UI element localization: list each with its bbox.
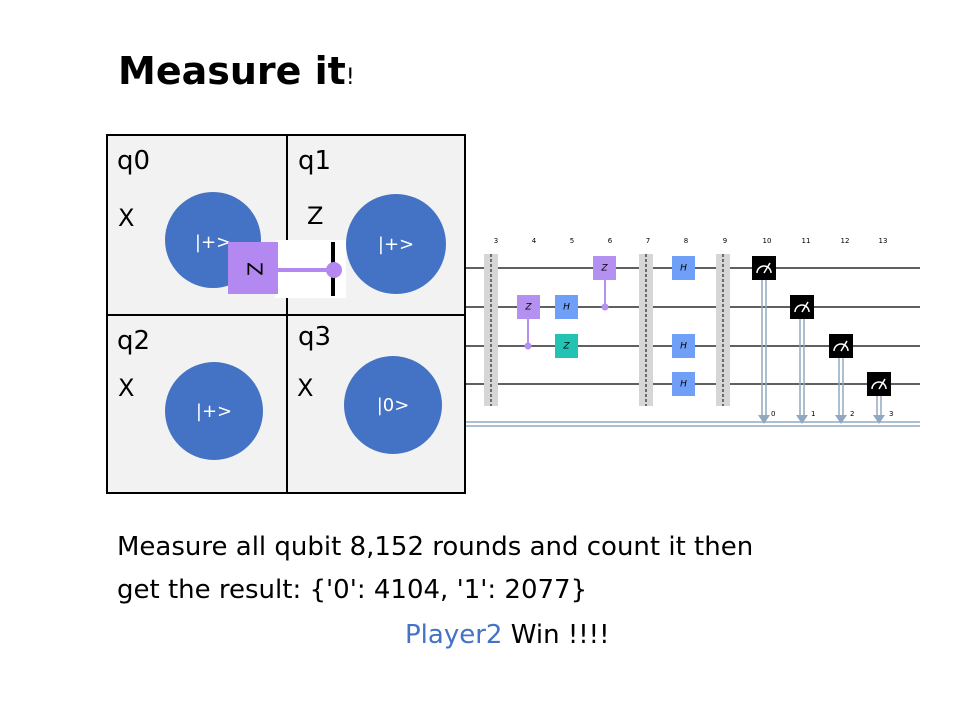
column-number: 13 xyxy=(879,237,888,245)
column-number: 11 xyxy=(802,237,811,245)
measure-gate-q2: 2 xyxy=(829,334,854,424)
winner-line: Player2 Win !!!! xyxy=(405,620,610,651)
column-number: 8 xyxy=(684,237,688,245)
gate-label-q2: X xyxy=(118,374,135,402)
column-numbers: 3 4 5 6 7 8 9 10 11 12 13 xyxy=(494,237,888,245)
qubit-label-q3: q3 xyxy=(298,322,332,352)
h-gate-q1-col5: H xyxy=(555,295,578,319)
column-number: 4 xyxy=(532,237,537,245)
h-gate-q2-col8: H xyxy=(672,334,695,358)
gate-label: H xyxy=(680,380,687,390)
measure-gate-q1: 1 xyxy=(790,295,815,424)
qubit-label-q2: q2 xyxy=(117,326,151,356)
winner-text: Win !!!! xyxy=(502,620,610,650)
gate-label-q0: X xyxy=(118,204,135,232)
qubit-label-q1: q1 xyxy=(298,146,332,176)
column-number: 12 xyxy=(841,237,850,245)
winner-player: Player2 xyxy=(405,620,503,650)
h-gate-q3-col8: H xyxy=(672,372,695,396)
barrier-3 xyxy=(716,254,730,406)
column-number: 6 xyxy=(608,237,613,245)
column-number: 7 xyxy=(646,237,650,245)
qubit-state-q3: |0> xyxy=(344,356,442,454)
gate-label-q3: X xyxy=(297,374,314,402)
slide-title: Measure it! xyxy=(118,52,355,90)
title-suffix: ! xyxy=(345,65,355,90)
qubit-state-q2: |+> xyxy=(165,362,263,460)
classical-bit-label: 0 xyxy=(771,410,775,418)
controlled-z-gate-q1-q2: Z xyxy=(517,295,540,350)
result-line-2: get the result: {'0': 4104, '1': 2077} xyxy=(117,575,588,605)
column-number: 3 xyxy=(494,237,498,245)
measure-gate-q0: 0 xyxy=(752,256,776,424)
gate-label: Z xyxy=(524,303,532,313)
h-gate-q0-col8: H xyxy=(672,256,695,280)
qubit-cell-q2: q2 X |+> xyxy=(106,314,288,494)
result-line-1: Measure all qubit 8,152 rounds and count… xyxy=(117,532,754,562)
cz-gate-control-dot xyxy=(326,262,342,278)
gate-label: H xyxy=(680,342,687,352)
measure-gate-q3: 3 xyxy=(867,372,893,424)
gate-label: Z xyxy=(600,264,608,274)
circuit-classical-register xyxy=(466,421,920,427)
column-number: 5 xyxy=(570,237,574,245)
qubit-cell-q0: q0 X |+> xyxy=(106,134,288,316)
controlled-z-gate-q0-q1: Z xyxy=(593,256,616,311)
barrier-2 xyxy=(639,254,653,406)
gate-label: H xyxy=(563,303,570,313)
quantum-circuit: 3 4 5 6 7 8 9 10 11 12 13 Z H Z xyxy=(466,237,920,427)
column-number: 10 xyxy=(763,237,772,245)
gate-label: Z xyxy=(562,342,570,352)
gate-label: H xyxy=(680,264,687,274)
qubit-label-q0: q0 xyxy=(117,146,151,176)
classical-bit-label: 3 xyxy=(889,410,893,418)
cz-gate-box xyxy=(228,242,278,294)
barrier-1 xyxy=(484,254,498,406)
z-gate-q2-col5: Z xyxy=(555,334,578,358)
qubit-cell-q3: q3 X |0> xyxy=(286,314,466,494)
classical-bit-label: 2 xyxy=(850,410,854,418)
gate-label-q1: Z xyxy=(307,202,324,230)
cz-gate-overlay: Z xyxy=(228,240,346,298)
title-main: Measure it xyxy=(118,49,346,93)
classical-bit-label: 1 xyxy=(811,410,815,418)
circuit-qubit-wires xyxy=(466,267,920,385)
cz-gate-label: Z xyxy=(243,262,267,276)
column-number: 9 xyxy=(723,237,727,245)
qubit-state-q1: |+> xyxy=(346,194,446,294)
